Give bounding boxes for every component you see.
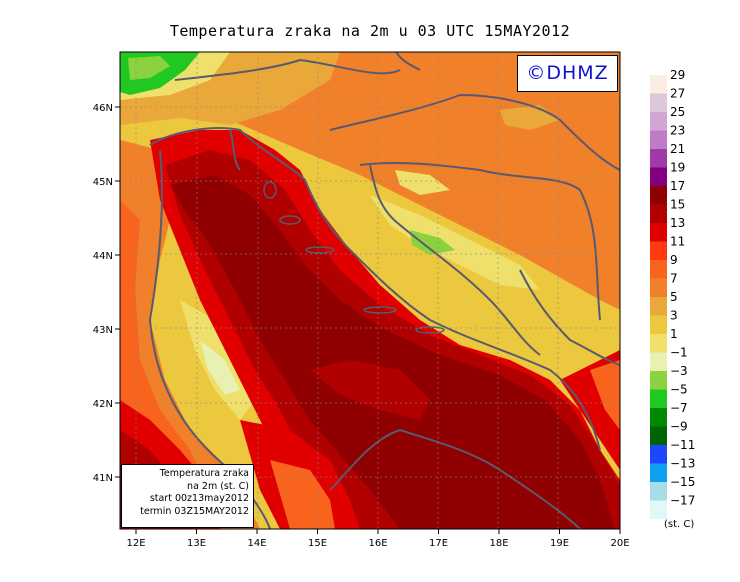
legend-label: 7 bbox=[670, 272, 678, 286]
legend-swatch bbox=[650, 260, 667, 279]
legend-label: 17 bbox=[670, 179, 685, 193]
legend-swatch bbox=[650, 223, 667, 242]
lat-tick-label: 46N bbox=[93, 103, 113, 114]
legend-swatch bbox=[650, 352, 667, 371]
info-line-termin: termin 03Z15MAY2012 bbox=[140, 505, 249, 517]
legend-swatch bbox=[650, 500, 667, 519]
legend-label: −7 bbox=[670, 401, 688, 415]
legend-label: 19 bbox=[670, 161, 685, 175]
legend-swatch bbox=[650, 130, 667, 149]
legend-swatch bbox=[650, 389, 667, 408]
legend-swatch bbox=[650, 463, 667, 482]
temperature-field bbox=[120, 52, 620, 529]
map-title: Temperatura zraka na 2m u 03 UTC 15MAY20… bbox=[169, 22, 571, 40]
dhmz-logo: ©DHMZ bbox=[517, 55, 618, 92]
legend-swatch bbox=[650, 186, 667, 205]
legend-swatch bbox=[650, 408, 667, 427]
legend-label: 21 bbox=[670, 142, 685, 156]
legend-swatch bbox=[650, 445, 667, 464]
info-line-variable: Temperatura zraka bbox=[159, 468, 249, 479]
legend-label: 13 bbox=[670, 216, 685, 230]
lat-tick-label: 43N bbox=[93, 325, 113, 336]
lat-tick-label: 42N bbox=[93, 399, 113, 410]
legend-label: 25 bbox=[670, 105, 685, 119]
legend-swatch bbox=[650, 93, 667, 112]
legend-label: 9 bbox=[670, 253, 678, 267]
legend-swatch bbox=[650, 297, 667, 316]
legend-label: 1 bbox=[670, 327, 678, 341]
legend-label: 11 bbox=[670, 235, 685, 249]
legend-swatch bbox=[650, 167, 667, 186]
lon-tick-label: 20E bbox=[610, 538, 629, 549]
legend-swatch bbox=[650, 241, 667, 260]
legend-swatch bbox=[650, 315, 667, 334]
legend-swatch bbox=[650, 278, 667, 297]
lat-tick-label: 44N bbox=[93, 251, 113, 262]
legend-label: −17 bbox=[670, 494, 695, 508]
lat-tick-label: 41N bbox=[93, 473, 113, 484]
legend-swatch bbox=[650, 334, 667, 353]
legend-swatch bbox=[650, 426, 667, 445]
lon-tick-label: 16E bbox=[368, 538, 387, 549]
legend-swatch bbox=[650, 75, 667, 94]
lat-tick-label: 45N bbox=[93, 177, 113, 188]
lon-tick-label: 14E bbox=[247, 538, 266, 549]
legend-swatch bbox=[650, 371, 667, 390]
lon-tick-label: 19E bbox=[550, 538, 569, 549]
legend-label: −13 bbox=[670, 457, 695, 471]
lon-tick-label: 12E bbox=[126, 538, 145, 549]
legend-label: 23 bbox=[670, 124, 685, 138]
info-line-unit: na 2m (st. C) bbox=[187, 480, 249, 492]
legend-label: −15 bbox=[670, 475, 695, 489]
legend-label: −3 bbox=[670, 364, 688, 378]
legend-swatch bbox=[650, 482, 667, 501]
legend-swatch bbox=[650, 149, 667, 168]
legend-label: −9 bbox=[670, 420, 688, 434]
legend-swatch bbox=[650, 112, 667, 131]
legend-swatch bbox=[650, 204, 667, 223]
legend-label: 27 bbox=[670, 87, 685, 101]
lon-tick-label: 18E bbox=[489, 538, 508, 549]
latitude-axis: 41N 42N 43N 44N 45N 46N bbox=[93, 103, 120, 484]
info-box: Temperatura zraka na 2m (st. C) start 00… bbox=[121, 464, 254, 528]
info-line-start: start 00z13may2012 bbox=[149, 493, 249, 504]
legend-label: −5 bbox=[670, 383, 688, 397]
lon-tick-label: 15E bbox=[308, 538, 327, 549]
lon-tick-label: 17E bbox=[429, 538, 448, 549]
legend-label: 29 bbox=[670, 68, 685, 82]
legend-label: −11 bbox=[670, 438, 695, 452]
longitude-axis: 12E 13E 14E 15E 16E 17E 18E 19E 20E bbox=[126, 529, 630, 549]
lon-tick-label: 13E bbox=[187, 538, 206, 549]
legend-label: 3 bbox=[670, 309, 678, 323]
legend-unit-label: (st. C) bbox=[664, 519, 695, 530]
legend-label: 5 bbox=[670, 290, 678, 304]
legend-label: 15 bbox=[670, 198, 685, 212]
legend-label: −1 bbox=[670, 346, 688, 360]
